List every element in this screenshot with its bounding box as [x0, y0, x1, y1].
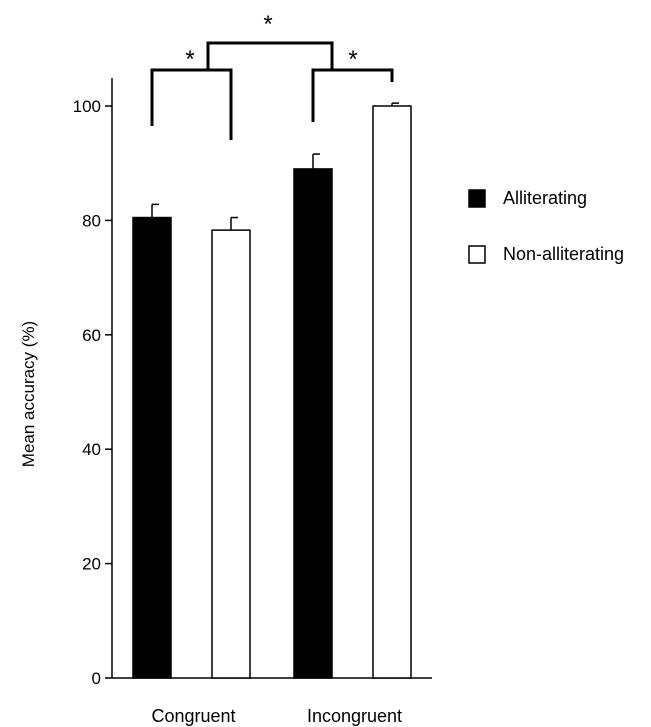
y-axis-title: Mean accuracy (%) — [19, 321, 38, 467]
significance-star: * — [185, 46, 194, 73]
x-category-label: Incongruent — [307, 706, 402, 726]
axes: 0 20 40 60 80 100 Mean accuracy (%) Congruent In… — [19, 78, 432, 726]
legend-swatch — [468, 189, 486, 208]
legend-label: Non-alliterating — [503, 244, 624, 264]
y-tick-label: 100 — [73, 97, 101, 116]
significance-star: * — [348, 46, 357, 73]
bar — [293, 168, 333, 679]
y-tick-label: 40 — [82, 440, 101, 459]
y-tick-label: 80 — [82, 211, 101, 230]
legend-label: Alliterating — [503, 188, 587, 208]
significance-bracket — [150, 68, 233, 140]
legend: Alliterating Non-alliterating — [468, 188, 624, 264]
bar — [132, 216, 172, 679]
bars — [132, 102, 412, 679]
y-tick-label: 60 — [82, 326, 101, 345]
bar — [372, 105, 412, 679]
x-category-label: Congruent — [151, 706, 235, 726]
significance-star: * — [263, 11, 272, 38]
legend-swatch — [468, 245, 486, 264]
bar — [211, 229, 251, 679]
y-tick-label: 0 — [92, 669, 101, 688]
significance-bracket — [311, 68, 394, 122]
y-tick-label: 20 — [82, 555, 101, 574]
significance-bracket — [206, 41, 334, 70]
significance-brackets: * * * — [150, 11, 394, 140]
